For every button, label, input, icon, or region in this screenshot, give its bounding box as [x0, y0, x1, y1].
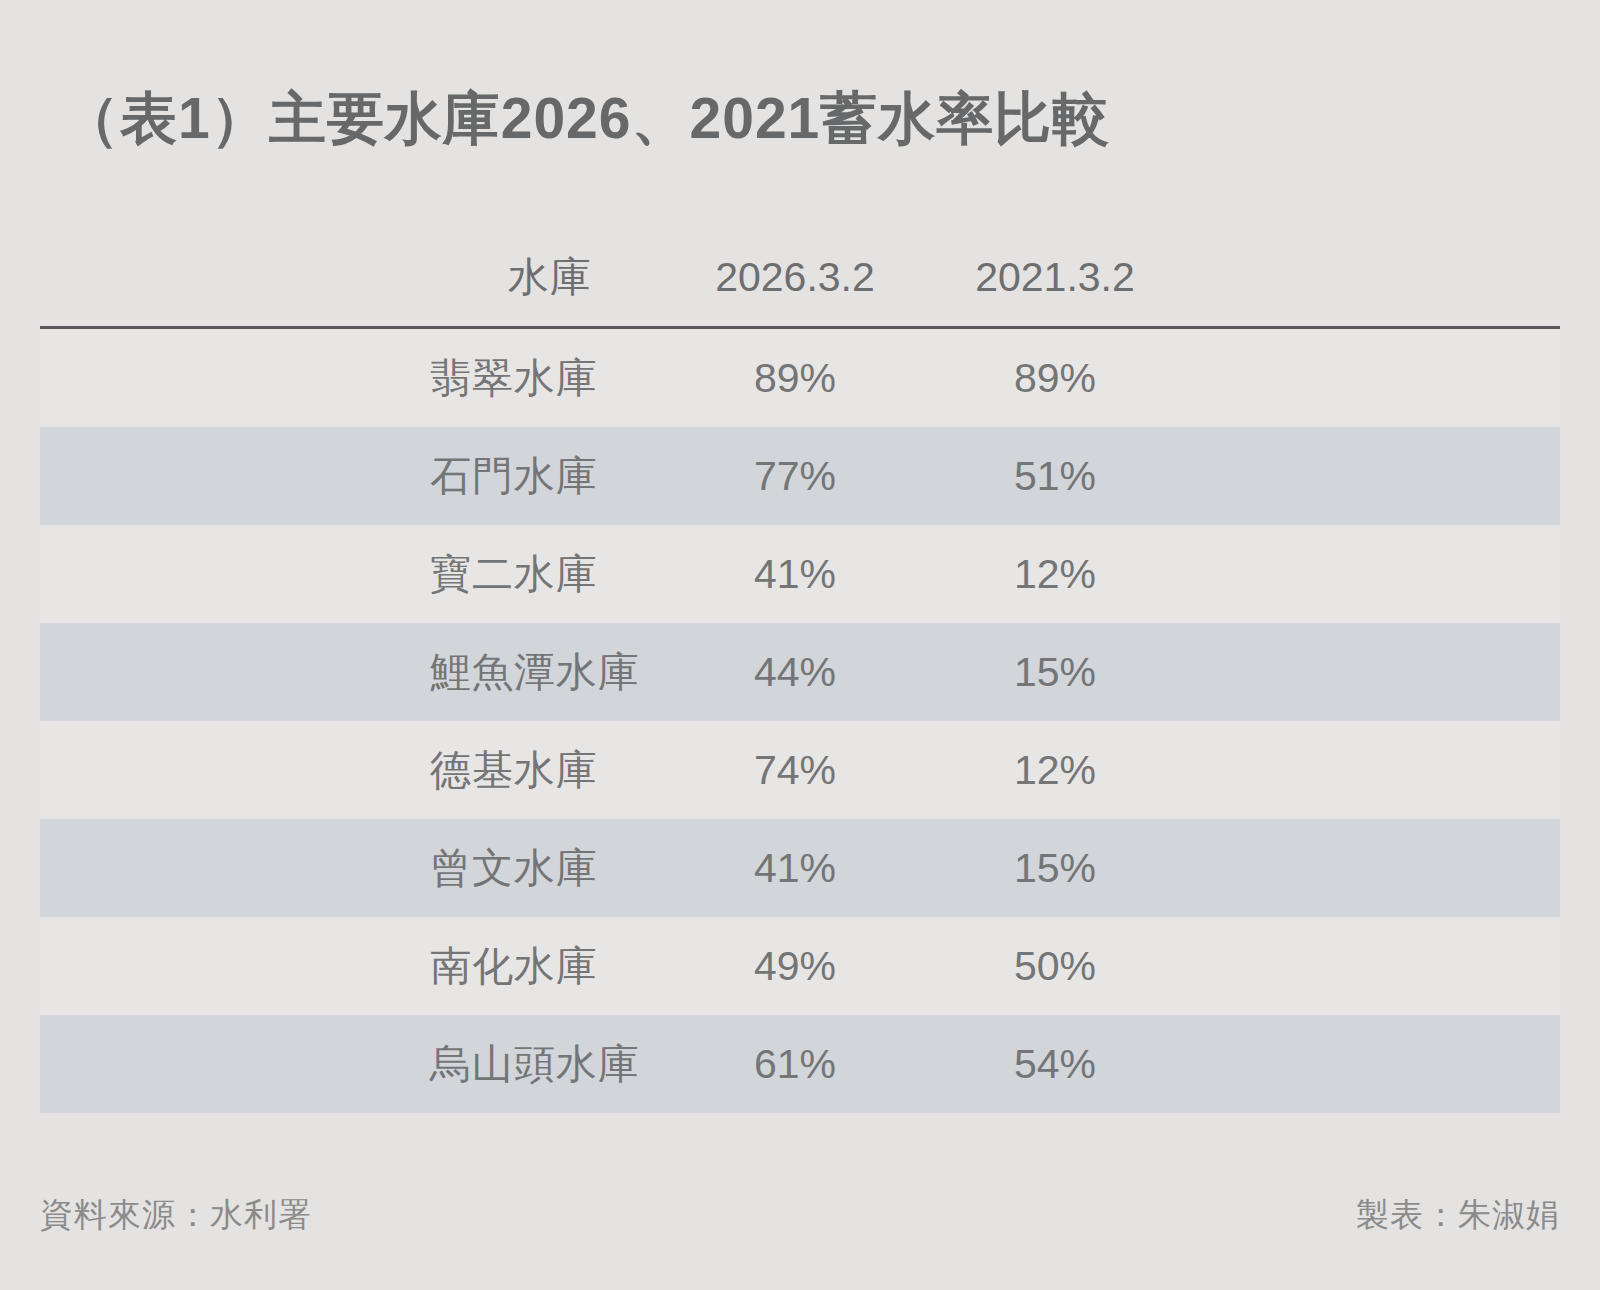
rate-2026: 77%	[670, 453, 920, 500]
rate-2026: 61%	[670, 1041, 920, 1088]
reservoir-name: 南化水庫	[430, 939, 670, 994]
figure-title: （表1）主要水庫2026、2021蓄水率比較	[0, 0, 1600, 152]
reservoir-table: 水庫 2026.3.2 2021.3.2 翡翠水庫 89% 89% 石門水庫 7…	[40, 228, 1560, 1113]
reservoir-comparison-figure: （表1）主要水庫2026、2021蓄水率比較 水庫 2026.3.2 2021.…	[0, 0, 1600, 1290]
table-row: 烏山頭水庫 61% 54%	[40, 1015, 1560, 1113]
column-header-reservoir: 水庫	[430, 250, 670, 305]
table-row: 寶二水庫 41% 12%	[40, 525, 1560, 623]
reservoir-name: 曾文水庫	[430, 841, 670, 896]
rate-2026: 44%	[670, 649, 920, 696]
rate-2021: 15%	[920, 845, 1190, 892]
rate-2021: 89%	[920, 355, 1190, 402]
table-header-row: 水庫 2026.3.2 2021.3.2	[40, 228, 1560, 326]
table-row: 翡翠水庫 89% 89%	[40, 329, 1560, 427]
rate-2026: 49%	[670, 943, 920, 990]
figure-footer: 資料來源：水利署 製表：朱淑娟	[0, 1193, 1600, 1238]
rate-2021: 15%	[920, 649, 1190, 696]
data-source-note: 資料來源：水利署	[40, 1193, 312, 1238]
table-row: 南化水庫 49% 50%	[40, 917, 1560, 1015]
rate-2026: 41%	[670, 551, 920, 598]
table-row: 德基水庫 74% 12%	[40, 721, 1560, 819]
rate-2021: 50%	[920, 943, 1190, 990]
credit-note: 製表：朱淑娟	[1356, 1193, 1560, 1238]
reservoir-name: 石門水庫	[430, 449, 670, 504]
column-header-2026: 2026.3.2	[670, 254, 920, 301]
rate-2021: 54%	[920, 1041, 1190, 1088]
rate-2021: 51%	[920, 453, 1190, 500]
rate-2026: 41%	[670, 845, 920, 892]
reservoir-name: 烏山頭水庫	[430, 1037, 670, 1092]
rate-2026: 89%	[670, 355, 920, 402]
table-row: 曾文水庫 41% 15%	[40, 819, 1560, 917]
reservoir-name: 翡翠水庫	[430, 351, 670, 406]
rate-2026: 74%	[670, 747, 920, 794]
reservoir-name: 德基水庫	[430, 743, 670, 798]
table-row: 鯉魚潭水庫 44% 15%	[40, 623, 1560, 721]
rate-2021: 12%	[920, 551, 1190, 598]
rate-2021: 12%	[920, 747, 1190, 794]
reservoir-name: 鯉魚潭水庫	[430, 645, 670, 700]
table-row: 石門水庫 77% 51%	[40, 427, 1560, 525]
column-header-2021: 2021.3.2	[920, 254, 1190, 301]
reservoir-name: 寶二水庫	[430, 547, 670, 602]
